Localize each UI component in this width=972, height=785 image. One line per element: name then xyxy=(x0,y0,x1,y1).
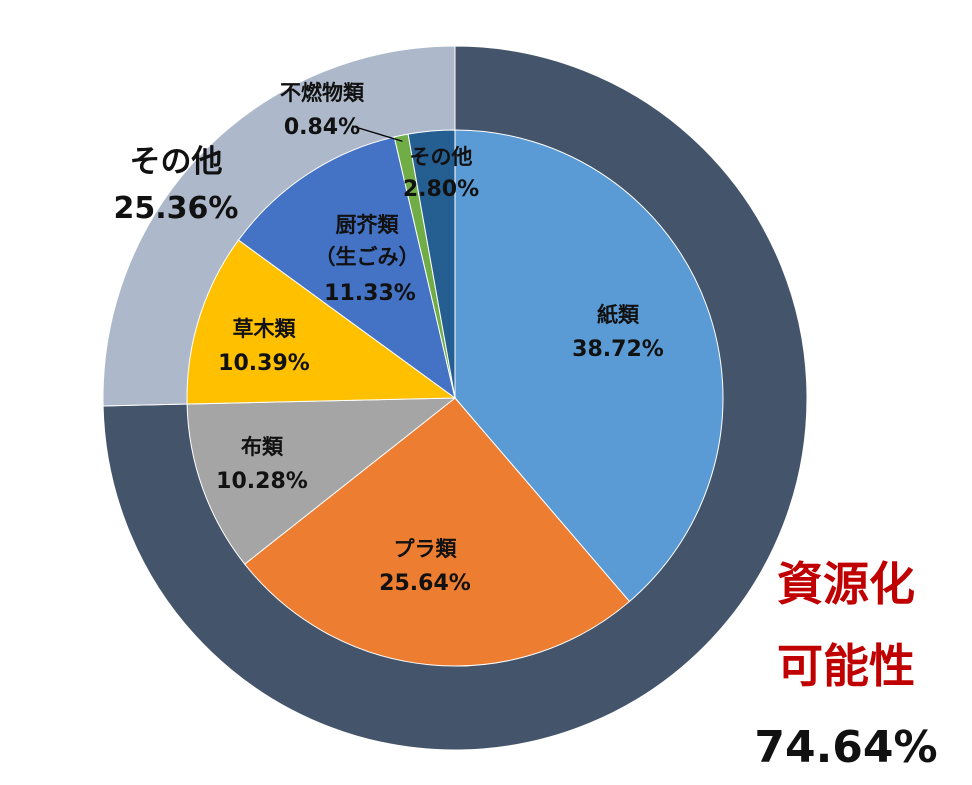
slice-label-kitchen-waste: 厨芥類 xyxy=(336,213,400,237)
outer-label-recyclable-line1: 資源化 xyxy=(777,557,915,611)
inner-slice-3 xyxy=(186,239,457,405)
leader-line-incombustible xyxy=(351,125,403,142)
slice-value-plastic: 25.64% xyxy=(379,571,471,596)
inner-slice-4 xyxy=(237,136,456,400)
slice-label-incombustible: 不燃物類 xyxy=(280,81,365,105)
slice-value-cloth: 10.28% xyxy=(216,469,308,494)
inner-slice-0 xyxy=(454,129,724,603)
slice-value-incombustible: 0.84% xyxy=(284,115,360,140)
outer-label-recyclable-line2: 可能性 xyxy=(777,639,915,693)
inner-slice-2 xyxy=(186,397,457,565)
slice-label-kitchen-waste-sub: （生ごみ） xyxy=(315,245,420,269)
outer-value-other: 25.36% xyxy=(114,191,239,226)
slice-value-kitchen-waste: 11.33% xyxy=(324,281,416,306)
outer-label-other: その他 xyxy=(130,144,223,180)
inner-slice-1 xyxy=(243,397,631,667)
slice-label-yard-waste: 草木類 xyxy=(233,317,297,341)
slice-value-inner-other: 2.80% xyxy=(403,177,479,202)
inner-pie xyxy=(186,129,724,667)
slice-label-paper: 紙類 xyxy=(597,303,640,327)
inner-slice-6 xyxy=(407,129,456,399)
slice-label-plastic: プラ類 xyxy=(394,537,458,561)
slice-value-paper: 38.72% xyxy=(572,337,664,362)
slice-label-cloth: 布類 xyxy=(241,435,284,459)
slice-label-inner-other: その他 xyxy=(410,145,473,169)
chart-labels: 紙類 38.72% プラ類 25.64% 布類 10.28% 草木類 10.39… xyxy=(114,81,938,773)
slice-value-yard-waste: 10.39% xyxy=(218,351,310,376)
outer-value-recyclable: 74.64% xyxy=(754,722,937,773)
